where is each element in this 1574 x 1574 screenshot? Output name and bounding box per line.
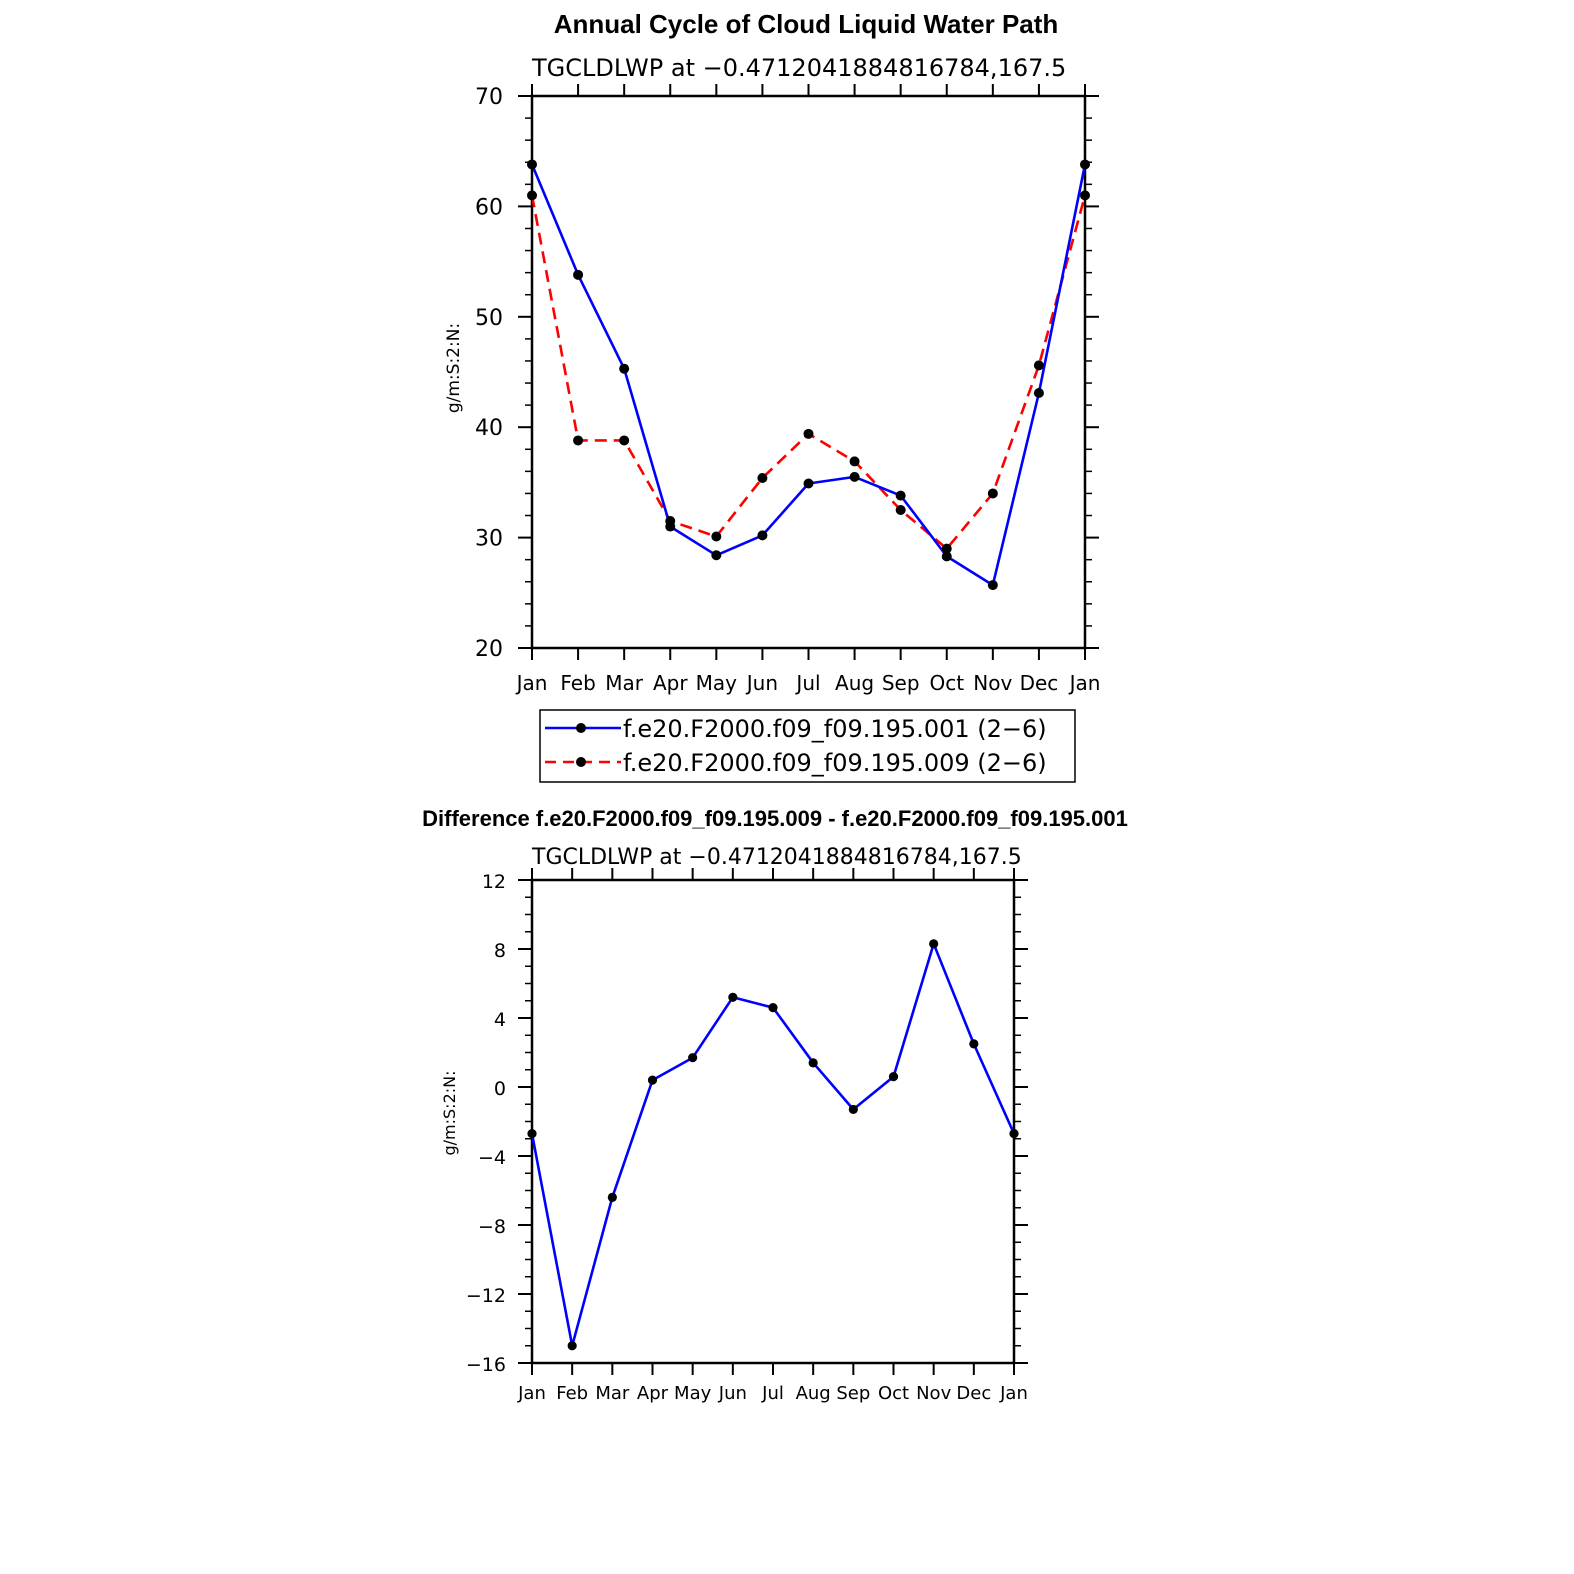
- legend-label-series-1: f.e20.F2000.f09_f09.195.001 (2−6): [623, 715, 1047, 743]
- series-1-point: [567, 1341, 577, 1351]
- y-axis-label: g/m:S:2:N:: [444, 323, 464, 413]
- y-tick-label: −8: [478, 1216, 506, 1238]
- legend-label-series-2: f.e20.F2000.f09_f09.195.009 (2−6): [623, 749, 1047, 777]
- x-tick-label: Dec: [956, 1383, 991, 1404]
- y-tick-label: −16: [466, 1354, 506, 1376]
- x-tick-label: Jul: [761, 1383, 784, 1404]
- series-1-point: [987, 580, 998, 591]
- legend-item-series-1: f.e20.F2000.f09_f09.195.001 (2−6): [545, 715, 1047, 743]
- x-tick-label: Nov: [916, 1383, 951, 1404]
- x-tick-label: Oct: [878, 1383, 909, 1404]
- chart-title: Annual Cycle of Cloud Liquid Water Path: [554, 9, 1059, 39]
- series-1-point: [647, 1075, 658, 1085]
- x-tick-label: Oct: [929, 671, 964, 695]
- legend-marker-series-2: [576, 757, 586, 767]
- x-tick-label: Apr: [653, 671, 688, 695]
- x-tick-label: Jan: [517, 1383, 546, 1404]
- x-tick-label: May: [696, 671, 738, 695]
- series-2-point: [1033, 360, 1044, 371]
- y-axis-label: g/m:S:2:N:: [440, 1071, 459, 1156]
- x-tick-label: Mar: [595, 1383, 630, 1404]
- series-1-point: [849, 471, 860, 482]
- annual-cycle-chart: Annual Cycle of Cloud Liquid Water Path …: [444, 9, 1100, 783]
- series-2-point: [757, 472, 768, 483]
- x-tick-label: Dec: [1020, 671, 1059, 695]
- x-tick-label: Nov: [973, 671, 1012, 695]
- series-1-point: [607, 1192, 617, 1202]
- plot-series: [527, 159, 1090, 591]
- y-tick-label: 40: [475, 416, 503, 441]
- series-2-point: [711, 531, 722, 542]
- plot-axes: Jan Feb Mar Apr May Jun Jul Aug Sep Oct Nov Dec Jan 2…: [475, 84, 1100, 695]
- y-tick-label: 12: [482, 871, 506, 893]
- y-tick-label: 30: [475, 527, 503, 552]
- plot-series: [527, 939, 1019, 1351]
- x-tick-label: Jun: [745, 671, 778, 695]
- series-2-point: [573, 435, 584, 446]
- series-1-point: [573, 269, 584, 280]
- y-tick-label: 20: [475, 637, 503, 662]
- difference-chart: Difference f.e20.F2000.f09_f09.195.009 -…: [422, 806, 1128, 1404]
- chart-subtitle: TGCLDLWP at −0.4712041884816784,167.5: [531, 54, 1066, 82]
- plot-axes: Jan Feb Mar Apr May Jun Jul Aug Sep Oct Nov Dec Jan−…: [466, 868, 1028, 1404]
- series-1-point: [848, 1104, 858, 1115]
- legend-marker-series-1: [576, 723, 586, 733]
- series-1-point: [527, 159, 537, 170]
- series-1-point: [688, 1053, 698, 1063]
- x-tick-label: Sep: [836, 1383, 870, 1404]
- legend: f.e20.F2000.f09_f09.195.001 (2−6) f.e20.…: [539, 709, 1076, 783]
- y-tick-label: 0: [494, 1078, 506, 1100]
- series-2-point: [895, 505, 906, 515]
- series-1-point: [619, 363, 630, 374]
- y-tick-label: −12: [466, 1285, 506, 1307]
- x-tick-label: Feb: [556, 1383, 588, 1404]
- legend-box: [539, 709, 1076, 783]
- series-1-point: [808, 1058, 818, 1068]
- series-2-point: [987, 488, 998, 499]
- x-tick-label: Feb: [560, 671, 595, 695]
- series-1-point: [1009, 1128, 1019, 1139]
- series-1-point: [941, 551, 952, 562]
- series-1-point: [929, 939, 939, 949]
- series-1-point: [527, 1128, 537, 1139]
- series-1-point: [728, 992, 738, 1002]
- chart-title: Difference f.e20.F2000.f09_f09.195.009 -…: [422, 806, 1128, 831]
- x-tick-label: Jul: [794, 671, 820, 695]
- x-tick-label: Apr: [637, 1383, 669, 1404]
- x-tick-label: Jun: [718, 1383, 747, 1404]
- series-1-point: [969, 1039, 979, 1049]
- x-tick-label: Jan: [515, 671, 548, 695]
- y-tick-label: 4: [494, 1009, 506, 1031]
- x-tick-label: Sep: [882, 671, 920, 695]
- series-1-point: [803, 478, 814, 489]
- y-tick-label: 60: [475, 195, 503, 220]
- series-1-point: [768, 1003, 778, 1013]
- series-1-point: [757, 530, 768, 541]
- series-1-point: [888, 1072, 899, 1082]
- y-tick-label: −4: [478, 1147, 506, 1169]
- series-2-point: [619, 435, 630, 446]
- series-2-point: [941, 543, 952, 554]
- x-tick-label: Aug: [796, 1383, 831, 1404]
- chart-subtitle: TGCLDLWP at −0.4712041884816784,167.5: [531, 845, 1022, 870]
- series-1-point: [895, 490, 906, 501]
- y-tick-label: 8: [494, 940, 506, 962]
- x-tick-label: Jan: [1068, 671, 1101, 695]
- series-2-point: [849, 456, 860, 467]
- series-1-point: [711, 550, 722, 561]
- x-tick-label: Mar: [605, 671, 644, 695]
- y-tick-label: 70: [475, 85, 503, 110]
- x-tick-label: May: [674, 1383, 712, 1404]
- y-tick-label: 50: [475, 306, 503, 331]
- series-1-point: [1080, 159, 1090, 170]
- series-2-point: [803, 428, 814, 439]
- series-2-point: [1080, 190, 1090, 201]
- x-tick-label: Jan: [999, 1383, 1028, 1404]
- series-2-point: [527, 190, 537, 201]
- series-2-point: [665, 516, 676, 527]
- legend-item-series-2: f.e20.F2000.f09_f09.195.009 (2−6): [545, 749, 1047, 777]
- series-1-point: [1033, 387, 1044, 398]
- x-tick-label: Aug: [835, 671, 874, 695]
